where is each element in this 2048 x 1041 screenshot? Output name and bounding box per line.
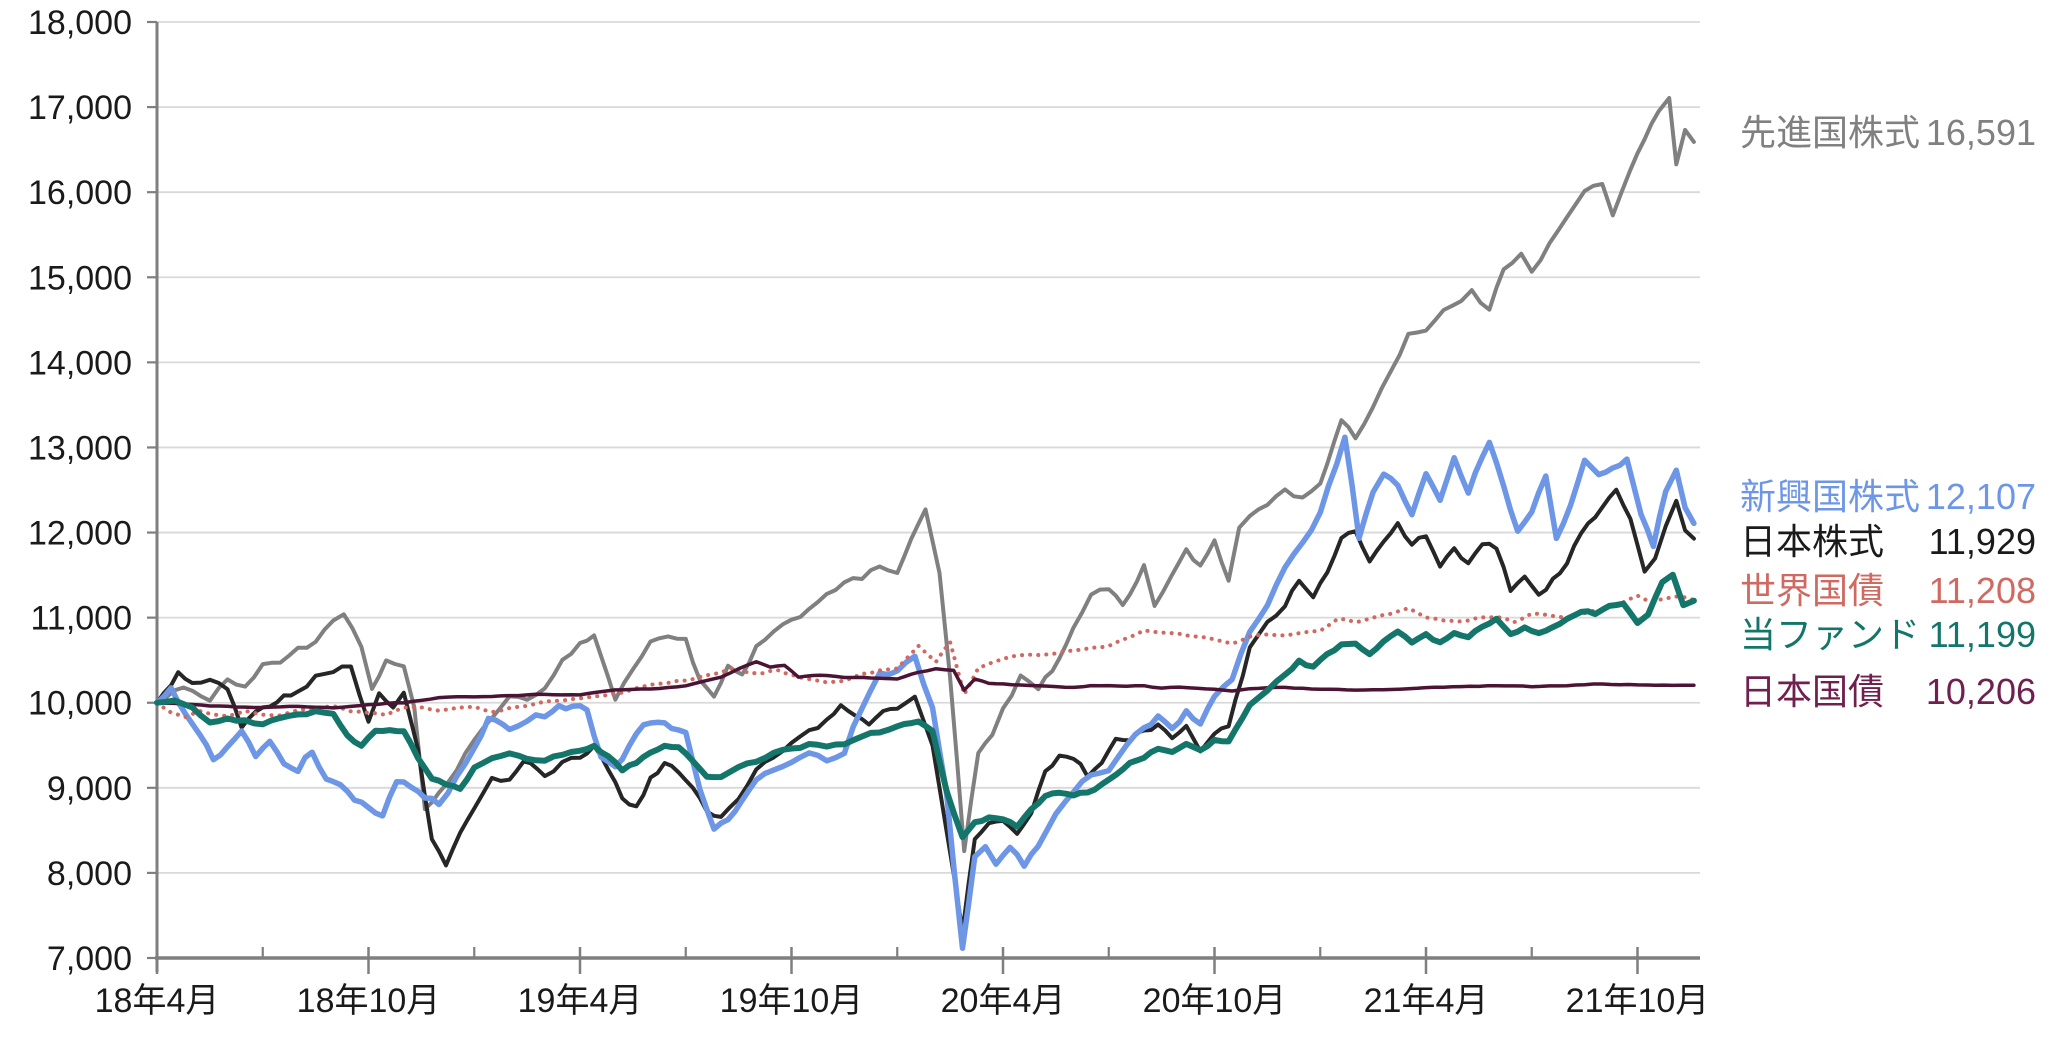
series-line-世界国債 xyxy=(155,593,1696,720)
series-name-label-日本株式: 日本株式 xyxy=(1740,521,1884,562)
series-value-label-先進国株式: 16,591 xyxy=(1926,112,2036,153)
y-axis-label: 14,000 xyxy=(28,344,132,382)
x-axis-label: 18年4月 xyxy=(95,982,220,1020)
x-axis-label: 19年4月 xyxy=(518,982,643,1020)
y-axis-label: 17,000 xyxy=(28,89,132,127)
series-value-label-新興国株式: 12,107 xyxy=(1926,476,2036,517)
series-name-label-当ファンド: 当ファンド xyxy=(1740,614,1920,655)
y-axis-label: 16,000 xyxy=(28,174,132,212)
x-axis-label: 18年10月 xyxy=(297,982,441,1020)
y-axis-label: 11,000 xyxy=(31,600,132,638)
series-line-日本株式 xyxy=(155,487,1696,934)
series-value-label-日本株式: 11,929 xyxy=(1929,521,2036,562)
x-axis-label: 20年10月 xyxy=(1143,982,1287,1020)
y-axis-label: 12,000 xyxy=(28,515,132,553)
series-line-先進国株式 xyxy=(155,96,1696,854)
series-line-当ファンド xyxy=(154,571,1697,841)
y-axis-label: 9,000 xyxy=(47,770,132,808)
y-axis-label: 10,000 xyxy=(28,685,132,723)
series-name-label-世界国債: 世界国債 xyxy=(1740,570,1884,611)
x-axis-label: 21年10月 xyxy=(1566,982,1710,1020)
x-axis-label: 19年10月 xyxy=(720,982,864,1020)
y-axis-label: 8,000 xyxy=(47,855,132,893)
y-axis-label: 13,000 xyxy=(28,429,132,467)
y-axis-label: 18,000 xyxy=(28,4,132,42)
series-name-label-日本国債: 日本国債 xyxy=(1740,671,1884,712)
series-line-日本国債 xyxy=(155,659,1696,710)
series-name-label-新興国株式: 新興国株式 xyxy=(1740,476,1920,517)
series-value-label-日本国債: 10,206 xyxy=(1926,671,2036,712)
series-value-label-世界国債: 11,208 xyxy=(1929,570,2036,611)
y-axis-label: 7,000 xyxy=(47,940,132,978)
series-line-新興国株式 xyxy=(154,434,1697,951)
x-axis-label: 20年4月 xyxy=(941,982,1066,1020)
series-value-label-当ファンド: 11,199 xyxy=(1929,614,2036,655)
y-axis-label: 15,000 xyxy=(28,259,132,297)
series-name-label-先進国株式: 先進国株式 xyxy=(1740,112,1920,153)
x-axis-label: 21年4月 xyxy=(1364,982,1489,1020)
